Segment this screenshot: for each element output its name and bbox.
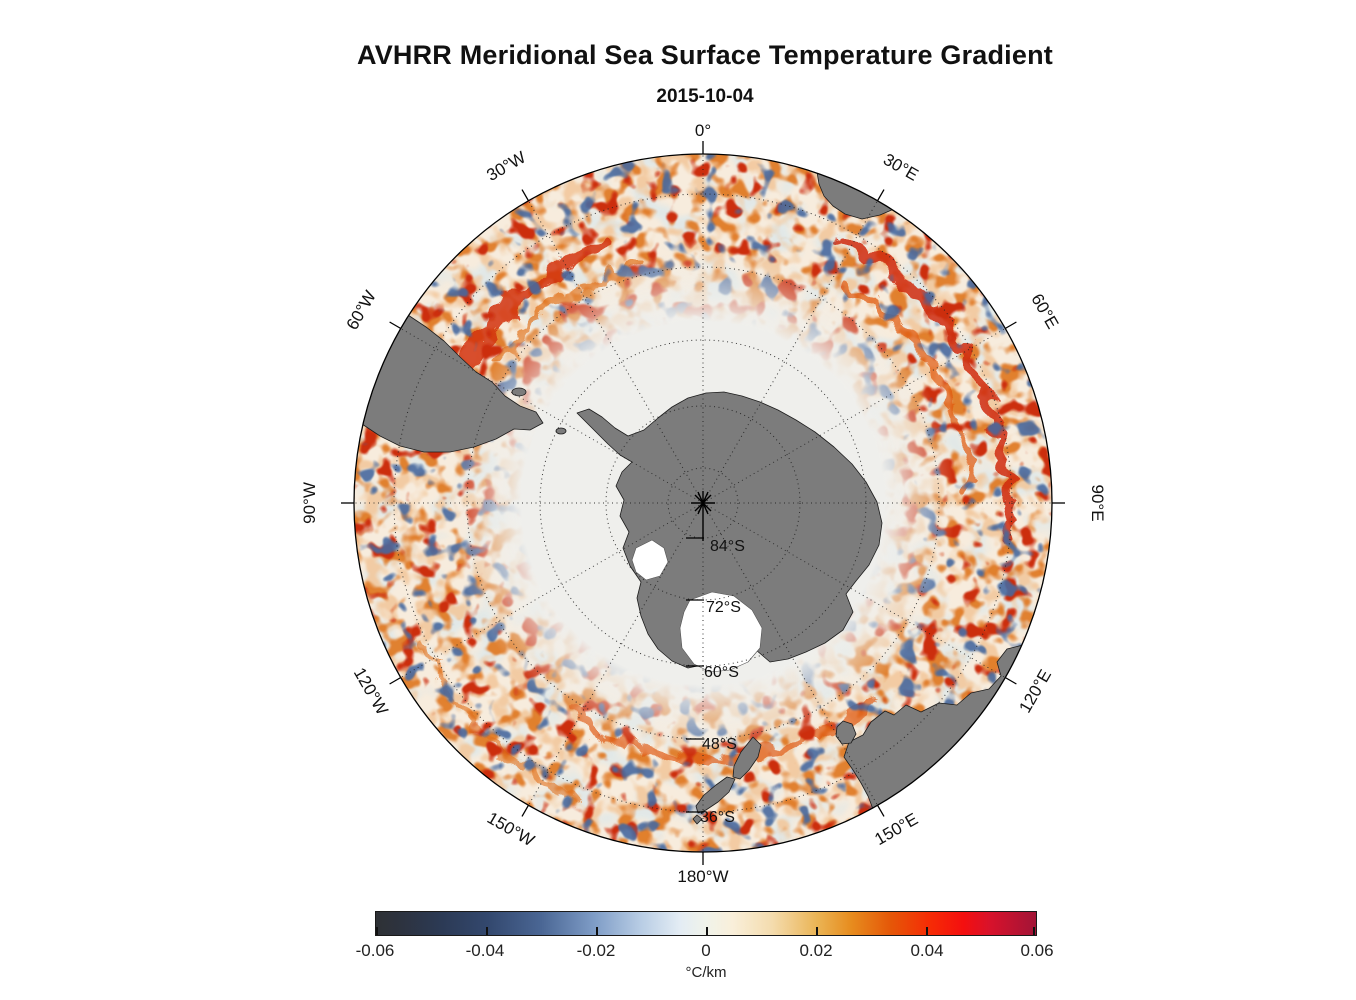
lon-label-150w: 150°W xyxy=(484,808,538,850)
ring-36s xyxy=(393,193,1013,813)
antarctica-land xyxy=(576,391,883,669)
pole-marker xyxy=(691,491,715,541)
colorbar-label: 0.06 xyxy=(1020,941,1054,960)
lat-label-36s: 36°S xyxy=(700,809,735,826)
colorbar-tick xyxy=(1032,927,1035,935)
lon-label-180: 180°W xyxy=(677,867,728,886)
colorbar-label: -0.02 xyxy=(576,941,616,960)
colorbar-label: -0.06 xyxy=(355,941,395,960)
chart-date-subtitle: 2015-10-04 xyxy=(656,86,754,107)
ross-ice-shelf xyxy=(679,591,763,673)
lon-label-90w: 90°W xyxy=(300,482,319,524)
latitude-ticks xyxy=(686,537,704,813)
colorbar-label: 0.04 xyxy=(910,941,944,960)
land-masses xyxy=(361,171,1024,825)
lon-label-120w: 120°W xyxy=(350,664,392,718)
new-zealand-south-island xyxy=(695,776,736,814)
colorbar-tick xyxy=(706,927,708,935)
lon-label-90e: 90°E xyxy=(1088,484,1107,521)
lat-label-72s: 72°S xyxy=(706,599,741,616)
colorbar-unit-label: °C/km xyxy=(685,964,727,981)
latitude-labels: 84°S 72°S 60°S 48°S 36°S xyxy=(700,538,745,826)
ronne-ice-shelf xyxy=(631,539,669,581)
lon-label-30w: 30°W xyxy=(483,148,529,185)
colorbar-label: 0.02 xyxy=(799,941,833,960)
falkland-island xyxy=(511,387,527,397)
colorbar-tick xyxy=(815,927,818,935)
longitude-ticks xyxy=(341,141,1065,865)
lat-label-84s: 84°S xyxy=(710,538,745,555)
colorbar-tick xyxy=(485,927,488,935)
lon-label-30e: 30°E xyxy=(880,150,922,185)
colorbar-tick xyxy=(595,927,598,935)
tasmania-land xyxy=(835,720,857,745)
colorbar-tick xyxy=(925,927,928,935)
lat-label-60s: 60°S xyxy=(704,664,739,681)
ring-48s xyxy=(466,266,940,740)
lon-label-60w: 60°W xyxy=(343,287,380,333)
colorbar-tick xyxy=(376,927,378,935)
colorbar-tick-labels: -0.06 -0.04 -0.02 0 0.02 0.04 0.06 xyxy=(356,941,1054,961)
lon-label-0: 0° xyxy=(695,121,711,140)
chart-title: AVHRR Meridional Sea Surface Temperature… xyxy=(357,40,1053,70)
colorbar xyxy=(375,911,1037,936)
lat-label-48s: 48°S xyxy=(702,736,737,753)
colorbar-label: 0 xyxy=(701,941,711,960)
colorbar-label: -0.04 xyxy=(465,941,505,960)
lon-label-120e: 120°E xyxy=(1015,666,1055,716)
new-zealand-north-island xyxy=(732,736,762,780)
lon-label-60e: 60°E xyxy=(1027,290,1062,332)
small-island xyxy=(555,427,567,435)
lon-label-150e: 150°E xyxy=(871,809,921,849)
ring-72s xyxy=(605,405,801,601)
stewart-island xyxy=(692,814,703,825)
